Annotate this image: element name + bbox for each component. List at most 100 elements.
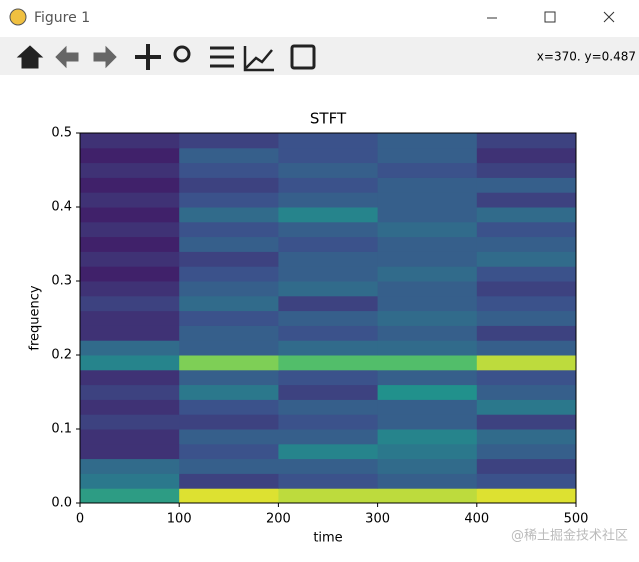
heatmap-cell	[476, 399, 577, 415]
heatmap-cell	[476, 266, 577, 282]
heatmap-cell	[80, 414, 180, 430]
heatmap-cell	[476, 473, 577, 489]
heatmap-cell	[179, 251, 279, 267]
heatmap-cell	[179, 325, 279, 341]
heatmap-cell	[179, 384, 279, 400]
zoom-button[interactable]	[173, 45, 191, 63]
heatmap-cell	[80, 147, 180, 164]
heatmap-cell	[377, 162, 478, 178]
window-title: Figure 1	[34, 10, 90, 26]
heatmap-cell	[377, 147, 478, 164]
heatmap-cell	[476, 147, 577, 164]
heatmap-cell	[179, 429, 279, 445]
heatmap-cell	[377, 251, 478, 267]
y-tick-label: 0.5	[51, 126, 72, 141]
heatmap-cell	[278, 458, 379, 474]
heatmap-cell	[179, 162, 279, 178]
heatmap-cell	[278, 177, 379, 193]
heatmap-cell	[476, 355, 577, 371]
heatmap-cell	[476, 340, 577, 356]
y-tick-label: 0.3	[51, 274, 72, 289]
heatmap-cell	[80, 192, 180, 208]
heatmap-cell	[80, 443, 180, 460]
heatmap-cell	[179, 192, 279, 208]
heatmap-cell	[179, 414, 279, 430]
x-tick-label: 100	[167, 512, 192, 527]
heatmap-cell	[278, 207, 379, 223]
close-button[interactable]	[603, 11, 615, 23]
heatmap-cell	[80, 340, 180, 356]
heatmap-cell	[80, 281, 180, 297]
heatmap-cell	[278, 295, 379, 312]
heatmap-cell	[80, 310, 180, 326]
heatmap-cell	[377, 325, 478, 341]
x-tick-label: 300	[365, 512, 390, 527]
heatmap-cell	[80, 325, 180, 341]
heatmap-cell	[278, 414, 379, 430]
y-tick-label: 0.1	[51, 422, 72, 437]
heatmap-cell	[80, 369, 180, 386]
x-tick-label: 200	[266, 512, 291, 527]
heatmap-cell	[179, 399, 279, 415]
heatmap-cell	[476, 429, 577, 445]
heatmap-cell	[476, 384, 577, 400]
heatmap-cell	[278, 192, 379, 208]
heatmap-cell	[80, 399, 180, 415]
heatmap-cell	[377, 192, 478, 208]
heatmap-cell	[80, 133, 180, 149]
heatmap-cell	[80, 207, 180, 223]
plot: 0 100 200 300 400 500 0.0 0.1 0.2 0.3 0.4 0.5 STFT ti…	[28, 110, 589, 546]
back-button[interactable]	[55, 45, 79, 69]
subplots-button[interactable]	[210, 46, 234, 68]
heatmap-cell	[476, 221, 577, 238]
pan-button[interactable]	[135, 44, 161, 70]
heatmap-cell	[278, 325, 379, 341]
x-axis-label: time	[313, 531, 342, 546]
home-button[interactable]	[16, 45, 44, 69]
heatmap-cell	[80, 384, 180, 400]
heatmap-cell	[476, 488, 577, 504]
heatmap-cell	[278, 236, 379, 252]
save-button[interactable]	[290, 44, 316, 70]
heatmap-cell	[476, 310, 577, 326]
heatmap-cell	[278, 443, 379, 460]
heatmap-cell	[278, 266, 379, 282]
heatmap-cell	[80, 162, 180, 178]
heatmap-cell	[278, 147, 379, 164]
heatmap-cell	[377, 458, 478, 474]
heatmap-cell	[476, 207, 577, 223]
heatmap-cell	[278, 281, 379, 297]
heatmap-cell	[278, 310, 379, 326]
heatmap-cell	[476, 236, 577, 252]
y-tick-label: 0.0	[51, 496, 72, 511]
heatmap-cell	[179, 266, 279, 282]
heatmap-cell	[80, 458, 180, 474]
heatmap-cell	[476, 458, 577, 474]
x-tick-label: 500	[564, 512, 589, 527]
heatmap-cell	[278, 488, 379, 504]
heatmap-cell	[377, 221, 478, 238]
heatmap-cell	[377, 177, 478, 193]
heatmap-cell	[377, 369, 478, 386]
heatmap-cell	[476, 295, 577, 312]
heatmap-cell	[179, 295, 279, 312]
customize-button[interactable]	[243, 46, 274, 72]
heatmap-cell	[278, 340, 379, 356]
forward-button[interactable]	[93, 45, 117, 69]
heatmap-cell	[80, 266, 180, 282]
y-tick-label: 0.2	[51, 348, 72, 363]
heatmap-cell	[278, 162, 379, 178]
heatmap-cell	[278, 369, 379, 386]
heatmap-cell	[476, 192, 577, 208]
heatmap-cell	[476, 414, 577, 430]
heatmap-cell	[80, 295, 180, 312]
heatmap-cell	[377, 236, 478, 252]
heatmap-cell	[80, 429, 180, 445]
maximize-button[interactable]	[544, 11, 556, 23]
heatmap-cell	[476, 251, 577, 267]
heatmap-cell	[476, 162, 577, 178]
heatmap-cell	[476, 443, 577, 460]
heatmap-cell	[179, 281, 279, 297]
heatmap-cell	[278, 399, 379, 415]
heatmap-cell	[278, 221, 379, 238]
